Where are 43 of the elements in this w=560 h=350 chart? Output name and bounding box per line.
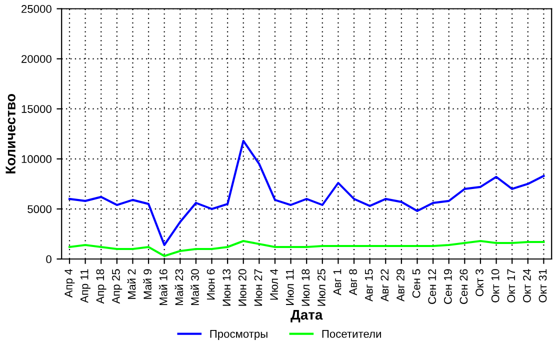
x-tick-label: Сен 5 (412, 269, 420, 298)
y-tick-label: 15000 (22, 105, 52, 113)
x-tick-label: Май 30 (190, 269, 199, 306)
y-axis-title: Количество (6, 94, 16, 174)
x-tick-label: Июл 11 (286, 269, 294, 305)
y-tick-label: 5000 (28, 205, 52, 214)
x-tick-label: Июн 13 (222, 269, 231, 306)
x-tick-label: Сен 26 (460, 269, 468, 304)
x-tick-label: Авг 15 (365, 269, 373, 302)
x-tick-label: Окт 3 (476, 269, 484, 296)
x-tick-label: Май 2 (127, 269, 136, 299)
x-tick-label: Авг 22 (380, 269, 389, 302)
x-tick-label: Апр 11 (80, 269, 90, 303)
x-tick-label: Июн 27 (254, 269, 262, 306)
x-tick-label: Авг 1 (333, 269, 342, 296)
line-series (68, 140, 545, 246)
legend-label: Посетители (322, 330, 381, 338)
x-tick-label: Окт 17 (507, 269, 516, 302)
x-axis-title: Дата (290, 310, 323, 322)
x-tick-label: Сен 12 (428, 269, 436, 304)
x-tick-label: Окт 31 (538, 269, 547, 302)
x-tick-label: Июн 20 (238, 269, 246, 306)
x-tick-label: Сен 19 (444, 269, 452, 304)
x-tick-label: Авг 8 (349, 269, 357, 296)
x-tick-label: Апр 18 (96, 269, 106, 304)
x-tick-label: Май 16 (158, 269, 168, 306)
x-tick-label: Июл 4 (270, 269, 278, 300)
y-tick-label: 25000 (22, 5, 52, 13)
x-tick-label: Июн 6 (206, 269, 215, 300)
y-tick-label: 20000 (22, 55, 52, 63)
line-series (68, 240, 545, 258)
x-tick-label: Авг 29 (396, 269, 404, 302)
x-tick-label: Окт 24 (523, 269, 531, 302)
x-tick-label: Май 9 (143, 269, 152, 299)
x-tick-label: Май 23 (174, 269, 184, 306)
y-tick-label: 10000 (22, 155, 52, 164)
x-tick-label: Июл 25 (318, 269, 326, 306)
y-tick-label: 0 (46, 255, 52, 264)
x-tick-label: Июл 18 (302, 269, 310, 306)
x-tick-label: Апр 25 (112, 269, 122, 304)
x-tick-label: Окт 10 (491, 269, 500, 302)
legend-label: Просмотры (210, 330, 268, 340)
x-tick-label: Апр 4 (64, 269, 75, 298)
